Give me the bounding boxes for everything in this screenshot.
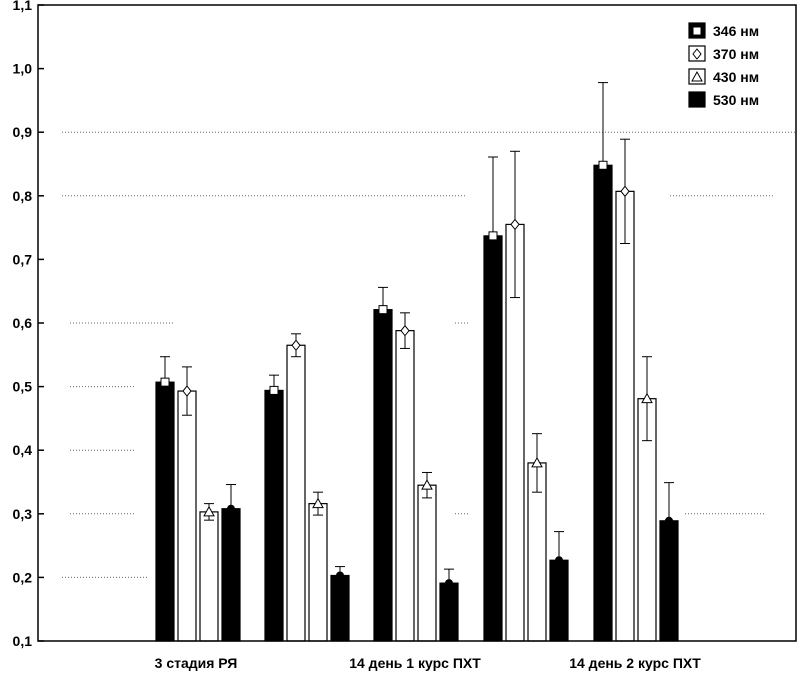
- marker-square-icon: [378, 305, 388, 315]
- grid-lines: [62, 131, 796, 578]
- marker-circle-icon: [336, 571, 344, 580]
- legend-label: 346 нм: [713, 23, 759, 39]
- bar: [155, 381, 175, 642]
- bars: [155, 82, 679, 642]
- marker-diamond-icon: [291, 339, 301, 352]
- x-category-label: 3 стадия РЯ: [155, 655, 238, 671]
- marker-square-icon: [160, 377, 170, 387]
- legend-label: 430 нм: [713, 69, 759, 85]
- marker-circle-icon: [445, 579, 453, 588]
- legend-label: 530 нм: [713, 92, 759, 108]
- marker-square-icon: [598, 160, 608, 170]
- bar: [395, 330, 415, 642]
- marker-square-icon: [692, 26, 702, 36]
- marker-triangle-icon: [531, 456, 543, 468]
- bar: [308, 503, 328, 642]
- y-tick-label: 0,2: [13, 569, 33, 585]
- bar: [264, 389, 284, 642]
- marker-circle-icon: [555, 556, 563, 565]
- legend-label: 370 нм: [713, 46, 759, 62]
- bar: [199, 511, 219, 642]
- x-category-label: 14 день 1 курс ПХТ: [349, 655, 481, 671]
- marker-diamond-icon: [182, 385, 192, 397]
- bar: [373, 309, 393, 642]
- marker-triangle-icon: [421, 479, 433, 490]
- marker-diamond-icon: [400, 324, 410, 337]
- bar: [615, 190, 635, 642]
- y-tick-label: 1,0: [13, 61, 33, 77]
- y-tick-label: 0,1: [13, 633, 33, 649]
- y-tick-label: 0,5: [13, 379, 33, 395]
- y-tick-label: 0,7: [13, 251, 33, 267]
- marker-diamond-icon: [692, 48, 702, 60]
- legend: 346 нм 370 нм 430 нм 530 нм: [688, 22, 759, 108]
- marker-diamond-icon: [620, 185, 630, 198]
- marker-circle-icon: [227, 504, 235, 513]
- marker-triangle-icon: [203, 505, 215, 517]
- y-tick-label: 0,3: [13, 506, 33, 522]
- marker-square-icon: [269, 385, 279, 395]
- y-tick-label: 0,9: [13, 124, 33, 140]
- marker-triangle-icon: [691, 70, 703, 82]
- marker-circle-icon: [665, 516, 673, 525]
- y-tick-label: 1,1: [13, 0, 33, 13]
- marker-triangle-icon: [312, 497, 324, 509]
- y-tick-label: 0,8: [13, 188, 33, 204]
- bar: [330, 574, 350, 642]
- marker-triangle-icon: [641, 392, 653, 404]
- axes: 0,1 0,2 0,3 0,4 0,5 0,6 0,7 0,8 0,9 1,0 1,1 3 стади…: [13, 0, 797, 671]
- marker-circle-icon: [693, 96, 701, 104]
- x-category-label: 14 день 2 курс ПХТ: [569, 655, 701, 671]
- marker-square-icon: [488, 231, 498, 241]
- bar: [177, 390, 197, 642]
- y-tick-label: 0,4: [13, 442, 33, 458]
- y-tick-label: 0,6: [13, 315, 33, 331]
- marker-diamond-icon: [510, 218, 520, 231]
- bar: [417, 484, 437, 642]
- bar: [286, 344, 306, 642]
